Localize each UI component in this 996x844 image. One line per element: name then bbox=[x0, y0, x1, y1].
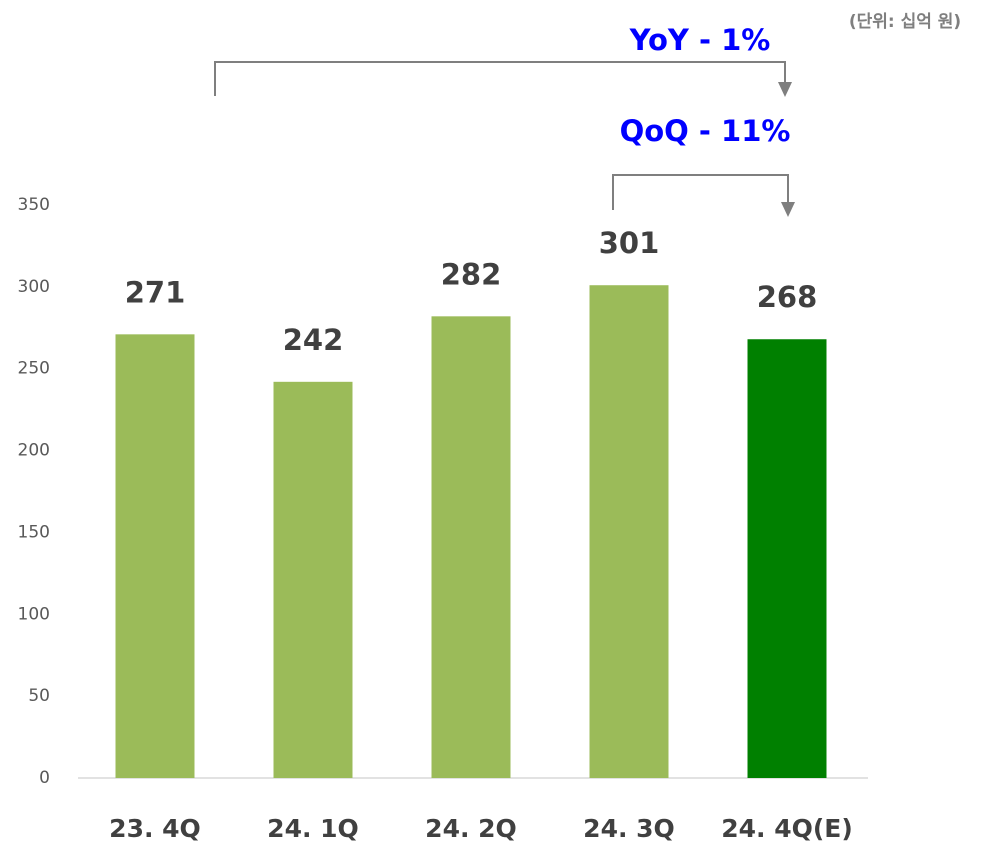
y-tick-label: 200 bbox=[18, 441, 50, 461]
bar bbox=[431, 316, 511, 778]
y-tick-label: 350 bbox=[18, 195, 50, 215]
value-label: 282 bbox=[441, 257, 502, 291]
y-tick-label: 50 bbox=[28, 686, 50, 706]
x-tick-label: 24. 2Q bbox=[425, 814, 517, 843]
x-tick-label: 24. 1Q bbox=[267, 814, 359, 843]
x-tick-label: 24. 4Q(E) bbox=[721, 814, 853, 843]
yoy-arrow bbox=[778, 82, 792, 97]
value-label: 301 bbox=[599, 226, 660, 260]
qoq-bracket bbox=[612, 174, 789, 210]
value-label: 271 bbox=[125, 275, 186, 309]
y-tick-label: 0 bbox=[39, 768, 50, 788]
y-tick-label: 300 bbox=[18, 277, 50, 297]
value-label: 242 bbox=[283, 323, 344, 357]
x-tick-label: 23. 4Q bbox=[109, 814, 201, 843]
yoy-bracket bbox=[214, 61, 786, 96]
x-tick-label: 24. 3Q bbox=[583, 814, 675, 843]
bar bbox=[589, 285, 669, 778]
unit-note: (단위: 십억 원) bbox=[849, 12, 961, 32]
bar bbox=[115, 334, 195, 778]
qoq-annotation: QoQ - 11% bbox=[620, 114, 791, 148]
value-label: 268 bbox=[757, 280, 818, 314]
yoy-annotation: YoY - 1% bbox=[629, 23, 771, 57]
qoq-arrow bbox=[781, 202, 795, 217]
y-tick-label: 100 bbox=[18, 604, 50, 624]
bar bbox=[747, 339, 827, 778]
bar bbox=[273, 381, 353, 778]
y-tick-label: 150 bbox=[18, 522, 50, 542]
y-tick-label: 250 bbox=[18, 359, 50, 379]
